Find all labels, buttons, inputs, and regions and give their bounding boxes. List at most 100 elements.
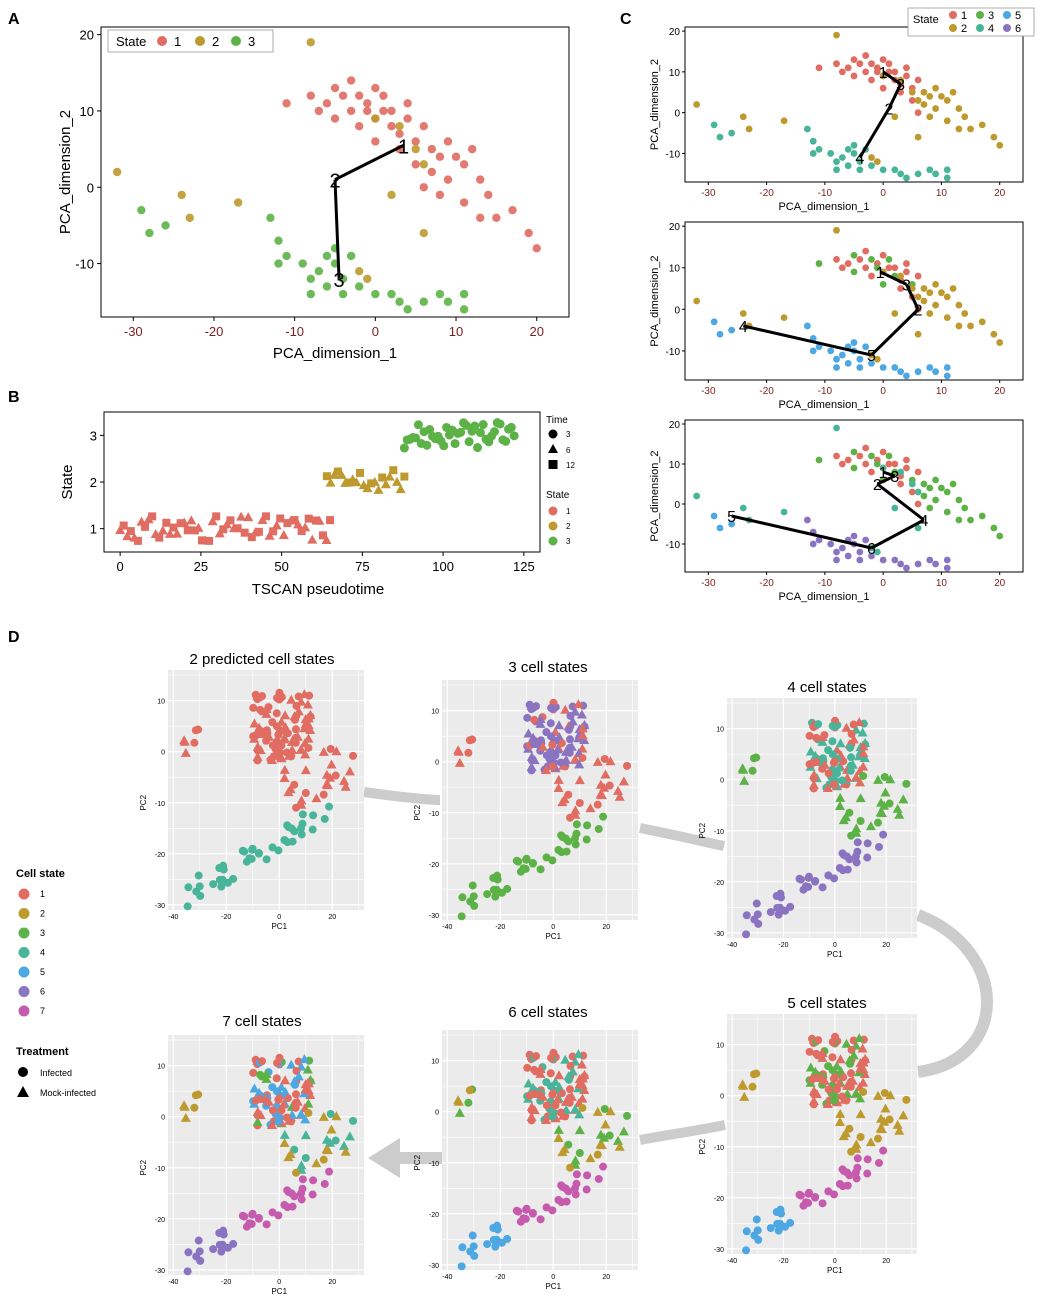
panel-c2-point-0-1 (833, 256, 840, 263)
panel-d-6-cell-94 (529, 1090, 538, 1099)
panel-b-point-s1-59 (326, 516, 335, 525)
panel-d-6-cell-93 (542, 1078, 551, 1087)
panel-a-point-s3-1 (145, 228, 154, 238)
panel-d-5-cell-143 (818, 1199, 827, 1208)
panel-d-7-cell-86 (252, 1106, 263, 1116)
panel-d-4-cell-52 (829, 758, 838, 767)
panel-c3-point-0-3 (850, 448, 858, 456)
panel-d-5-cell-90 (848, 1050, 859, 1060)
panel-c3-point-0-13 (862, 460, 870, 468)
panel-d-6-cell-88 (537, 1091, 548, 1101)
panel-d-4-cell-113 (902, 779, 911, 788)
panel-d-6-cell-106 (593, 1150, 602, 1159)
panel-d-2-cell-111 (326, 744, 335, 753)
panel-d-3-cell-118 (600, 769, 611, 779)
panel-d-2-cell-72 (296, 744, 307, 754)
panel-b-ytick-label-2: 1 (90, 522, 97, 537)
panel-c1-point-2-2 (728, 129, 736, 137)
panel-d-3-cell-58 (568, 702, 577, 711)
panel-c2-point-1-0 (833, 226, 840, 234)
panel-d-2-cell-98 (331, 746, 342, 756)
panel-a-point-s1-17 (403, 114, 412, 123)
panel-d-2-cell-19 (272, 709, 281, 718)
panel-c1-point-0-35 (908, 97, 916, 104)
arrow-4-to-5 (915, 909, 993, 1078)
panel-d-6-cell-142 (528, 1208, 537, 1217)
panel-d-5-cell-118 (880, 1103, 891, 1113)
panel-d-7-ytick-2: -10 (155, 1166, 165, 1173)
panel-d-7-cell-99 (339, 1140, 350, 1150)
panel-a-xtick-label-1: -20 (205, 324, 224, 339)
panel-b-point-s1-35 (240, 528, 249, 537)
panel-d-2-cell-112 (292, 803, 301, 812)
panel-b-point-s1-54 (307, 534, 318, 544)
panel-c3-node-4: 4 (919, 513, 928, 530)
panel-b-point-s1-37 (247, 533, 256, 542)
panel-d-4-xtick-3: 20 (882, 942, 890, 949)
cell-state-label-3: 3 (40, 928, 45, 938)
panel-d-2-cell-124 (179, 736, 190, 746)
panel-a-point-s1-25 (467, 144, 477, 154)
panel-d-6-cell-100 (614, 1141, 625, 1151)
panel-d-2-cell-143 (262, 855, 271, 864)
panel-d-2-cell-58 (294, 692, 303, 701)
panel-d-6-cell-85 (576, 1059, 587, 1069)
panel-c1-point-0-2 (844, 64, 852, 72)
panel-a-point-s1-44 (403, 99, 412, 108)
panel-a-point-s1-35 (411, 160, 420, 169)
panel-d-7-cell-107 (325, 1137, 336, 1147)
panel-d-5-cell-46 (805, 1047, 814, 1056)
panel-d-5-ylabel: PC2 (698, 1138, 707, 1154)
panel-d-7-xtick-3: 20 (328, 1279, 336, 1286)
panel-d-6-cell-87 (564, 1075, 573, 1084)
panel-d-6-cell-114 (592, 1106, 603, 1116)
panel-d-7-cell-118 (326, 1124, 337, 1134)
panel-d-4-cell-98 (885, 774, 896, 784)
panel-d-2-cell-99 (339, 775, 350, 785)
panel-d-3-xtick-0: -40 (442, 924, 452, 931)
panel-d-5-cell-16 (839, 1073, 848, 1082)
panel-d-2-cell-132 (308, 825, 317, 834)
panel-d-4-cell-112 (847, 831, 856, 840)
panel-c3-point-2-20 (914, 560, 922, 568)
panel-a-points (112, 38, 541, 314)
panel-c1-xlabel: PCA_dimension_1 (778, 201, 869, 213)
panel-d-4-cell-89 (814, 720, 823, 729)
panel-c1-node-2: 2 (885, 102, 894, 119)
panel-c2-point-0-34 (897, 285, 905, 292)
panel-b-point-s1-34 (236, 511, 247, 521)
panel-c1-point-2-27 (879, 166, 887, 174)
panel-d-7-cell-76 (267, 1119, 278, 1129)
panel-d-7-cell-47 (291, 1098, 300, 1107)
panel-d-4-cell-16 (839, 757, 848, 766)
panel-a-node-label-2: 2 (329, 171, 340, 193)
panel-d-title-7: 7 cell states (222, 1013, 301, 1030)
panel-b-point-s1-46 (278, 529, 289, 539)
panel-d-2-cell-97 (290, 780, 299, 789)
panel-d-2-cell-91 (282, 748, 291, 757)
panel-c1-point-0-11 (838, 68, 846, 76)
panel-d-6-cell-123 (454, 1107, 465, 1117)
panel-c2-point-0-21 (926, 289, 934, 297)
panel-d-2-cell-68 (303, 720, 314, 730)
panel-d-3-cell-141 (503, 884, 512, 893)
panel-d-7-cell-114 (318, 1111, 329, 1121)
panel-c3-point-2-21 (926, 556, 934, 564)
panel-c3-point-1-4 (780, 508, 788, 516)
panel-d-5-cell-82 (824, 1085, 833, 1094)
panel-d-5-cell-36 (841, 1038, 852, 1048)
panel-c1-point-0-23 (938, 92, 945, 100)
panel-b-point-s1-43 (269, 527, 278, 536)
panel-d-3-cell-52 (548, 740, 557, 749)
panel-d-3-ytick-0: 10 (431, 709, 439, 716)
panel-d-7-cell-94 (255, 1095, 264, 1104)
panel-d-6-cell-161 (594, 1174, 603, 1183)
panel-c1-point-2-18 (897, 170, 905, 178)
panel-b-point-s3-22 (461, 420, 471, 430)
panel-b-point-s1-58 (321, 535, 332, 545)
panel-d-2-cell-117 (344, 766, 355, 776)
panel-d-3-cell-80 (530, 715, 539, 724)
panel-c2-point-0-17 (903, 268, 910, 276)
panel-d-7-cell-104 (311, 1158, 322, 1168)
panel-a-point-s1-28 (492, 213, 501, 222)
